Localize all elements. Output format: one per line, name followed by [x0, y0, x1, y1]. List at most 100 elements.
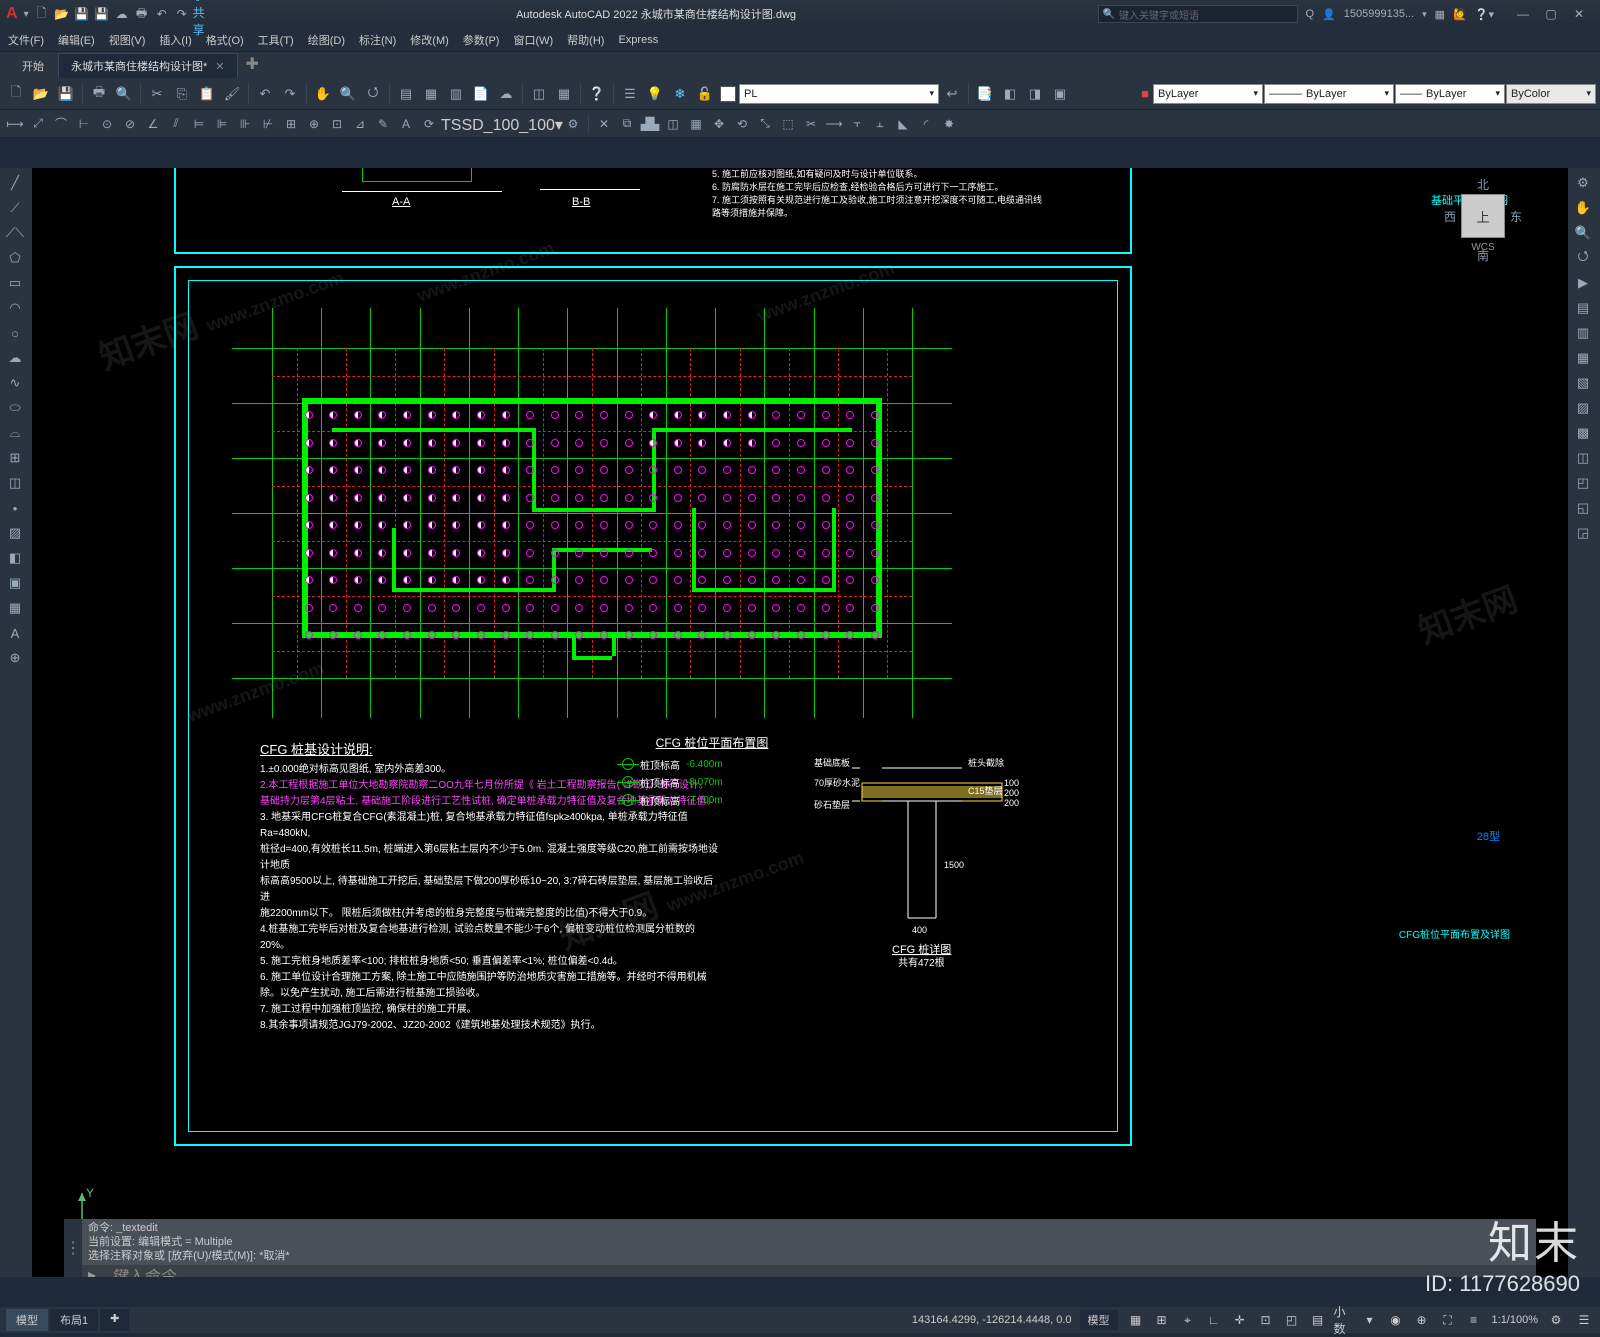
r-t10-icon[interactable]: ◲	[1570, 522, 1596, 544]
layout-model[interactable]: 模型	[6, 1309, 48, 1331]
viewcube-south[interactable]: 南	[1438, 247, 1528, 264]
file-tab[interactable]: 永城市某商住楼结构设计图*✕	[58, 53, 238, 78]
dimstyle-combo[interactable]: TSSD_100_100▾	[441, 115, 561, 133]
status-toggle-1[interactable]: ⊞	[1152, 1311, 1172, 1329]
r-orbit-icon[interactable]: ⭯	[1570, 247, 1596, 269]
qat-plot-icon[interactable]: 🖶	[133, 5, 151, 23]
tb-orbit-icon[interactable]: ⭯	[361, 82, 385, 106]
qat-open-icon[interactable]: 📂	[53, 5, 71, 23]
menu-format[interactable]: 格式(O)	[206, 32, 244, 48]
menu-file[interactable]: 文件(F)	[8, 32, 44, 48]
draw-hatch-icon[interactable]: ▨	[2, 522, 28, 544]
tb-redo-icon[interactable]: ↷	[278, 82, 302, 106]
tb-save-icon[interactable]: 💾	[54, 82, 78, 106]
draw-polygon-icon[interactable]: ⬠	[2, 247, 28, 269]
minimize-button[interactable]: —	[1510, 7, 1536, 21]
viewcube[interactable]: 北 西 东 上 南 WCS	[1438, 176, 1528, 286]
start-tab[interactable]: 开始	[8, 54, 58, 78]
layout-add[interactable]: ✚	[100, 1309, 129, 1331]
menu-window[interactable]: 窗口(W)	[513, 32, 553, 48]
tb-zoom-icon[interactable]: 🔍	[336, 82, 360, 106]
r-t7-icon[interactable]: ◫	[1570, 447, 1596, 469]
scale-combo[interactable]: 1:1/100%	[1492, 1314, 1538, 1326]
dim-tedit-icon[interactable]: A	[395, 113, 417, 135]
dim-ang-icon[interactable]: ∠	[142, 113, 164, 135]
tb-props-icon[interactable]: ▤	[394, 82, 418, 106]
layer-combo[interactable]: PL▾	[739, 84, 939, 104]
tb-sheet-icon[interactable]: 📄	[469, 82, 493, 106]
menu-express[interactable]: Express	[618, 34, 658, 46]
qat-redo-icon[interactable]: ↷	[173, 5, 191, 23]
mod-mirror-icon[interactable]: ▟▙	[639, 113, 661, 135]
mod-rotate-icon[interactable]: ⟲	[731, 113, 753, 135]
draw-line-icon[interactable]: ╱	[2, 172, 28, 194]
help-icon[interactable]: ❔▾	[1475, 8, 1494, 21]
layer-frz-icon[interactable]: ▣	[1048, 82, 1072, 106]
viewcube-east[interactable]: 东	[1510, 208, 1522, 225]
dim-dia-icon[interactable]: ⊘	[119, 113, 141, 135]
close-tab-icon[interactable]: ✕	[215, 61, 224, 73]
signin-icon[interactable]: Q	[1306, 8, 1315, 20]
dim-cont-icon[interactable]: ⊫	[211, 113, 233, 135]
dimstyle-mgr-icon[interactable]: ⚙	[562, 113, 584, 135]
layout-layout1[interactable]: 布局1	[50, 1309, 98, 1331]
draw-ellipse-icon[interactable]: ⬭	[2, 397, 28, 419]
dim-edit-icon[interactable]: ✎	[372, 113, 394, 135]
r-t2-icon[interactable]: ▥	[1570, 322, 1596, 344]
drawing-canvas[interactable]: A-A B-B 5. 施工前应核对图纸,如有疑问及时与设计单位联系。 6. 防腐…	[32, 168, 1568, 1277]
user-icon[interactable]: 👤	[1322, 8, 1336, 21]
draw-block-icon[interactable]: ◫	[2, 472, 28, 494]
menu-dimension[interactable]: 标注(N)	[359, 32, 396, 48]
status-toggle-4[interactable]: ✛	[1230, 1311, 1250, 1329]
mod-extend-icon[interactable]: ⟶	[823, 113, 845, 135]
mod-trim-icon[interactable]: ✂	[800, 113, 822, 135]
r-t9-icon[interactable]: ◱	[1570, 497, 1596, 519]
tb-pan-icon[interactable]: ✋	[311, 82, 335, 106]
dim-jog-icon[interactable]: ⊿	[349, 113, 371, 135]
status-toggle-11[interactable]: ⊕	[1412, 1311, 1432, 1329]
mod-array-icon[interactable]: ▦	[685, 113, 707, 135]
mod-copy-icon[interactable]: ⧉	[616, 113, 638, 135]
new-tab-button[interactable]: ✚	[238, 50, 267, 78]
draw-mtext-icon[interactable]: A	[2, 622, 28, 644]
menu-tools[interactable]: 工具(T)	[258, 32, 294, 48]
mod-chamfer-icon[interactable]: ◣	[892, 113, 914, 135]
layer-bulb-icon[interactable]: 💡	[643, 82, 667, 106]
status-toggle-0[interactable]: ▦	[1126, 1311, 1146, 1329]
qat-save-icon[interactable]: 💾	[73, 5, 91, 23]
tb-table-icon[interactable]: ▦	[552, 82, 576, 106]
plotstyle-combo[interactable]: ByColor▾	[1506, 84, 1596, 104]
linetype-combo[interactable]: ———ByLayer▾	[1264, 84, 1394, 104]
viewcube-west[interactable]: 西	[1444, 208, 1456, 225]
close-button[interactable]: ✕	[1566, 7, 1592, 21]
mod-explode-icon[interactable]: ✸	[938, 113, 960, 135]
tb-tool-icon[interactable]: ▥	[444, 82, 468, 106]
tb-markup-icon[interactable]: ☁	[494, 82, 518, 106]
layer-iso-icon[interactable]: ◧	[998, 82, 1022, 106]
draw-insert-icon[interactable]: ⊞	[2, 447, 28, 469]
tb-print-icon[interactable]: 🖶	[87, 82, 111, 106]
tb-cut-icon[interactable]: ✂	[145, 82, 169, 106]
tb-paste-icon[interactable]: 📋	[195, 82, 219, 106]
draw-table-icon[interactable]: ▦	[2, 597, 28, 619]
mod-join-icon[interactable]: ⫠	[869, 113, 891, 135]
layer-color-swatch[interactable]	[720, 86, 736, 102]
layer-off-icon[interactable]: ◨	[1023, 82, 1047, 106]
draw-ellarc-icon[interactable]: ⌓	[2, 422, 28, 444]
mod-stretch-icon[interactable]: ⬚	[777, 113, 799, 135]
layer-freeze-icon[interactable]: ❄	[668, 82, 692, 106]
draw-addsel-icon[interactable]: ⊕	[2, 647, 28, 669]
qat-saveas-icon[interactable]: 💾	[93, 5, 111, 23]
mod-break-icon[interactable]: ⫟	[846, 113, 868, 135]
model-button[interactable]: 模型	[1080, 1310, 1118, 1330]
menu-modify[interactable]: 修改(M)	[410, 32, 449, 48]
status-toggle-10[interactable]: ◉	[1386, 1311, 1406, 1329]
status-toggle-7[interactable]: ▤	[1308, 1311, 1328, 1329]
color-combo[interactable]: ByLayer▾	[1153, 84, 1263, 104]
menu-draw[interactable]: 绘图(D)	[308, 32, 345, 48]
username[interactable]: 1505999135...	[1344, 8, 1414, 20]
mod-offset-icon[interactable]: ◫	[662, 113, 684, 135]
menu-view[interactable]: 视图(V)	[109, 32, 146, 48]
tb-dsgnctr-icon[interactable]: ▦	[419, 82, 443, 106]
r-t8-icon[interactable]: ◰	[1570, 472, 1596, 494]
